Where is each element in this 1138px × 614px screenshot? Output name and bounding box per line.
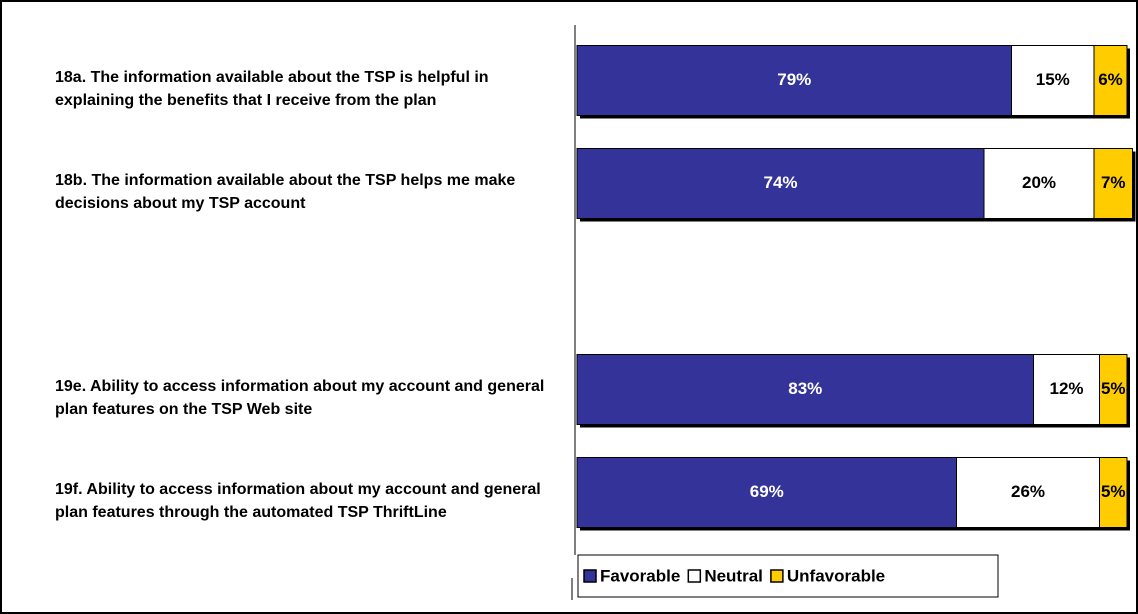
value-label: 5%: [1101, 482, 1126, 501]
value-label: 79%: [777, 70, 811, 89]
bar-segment: [576, 45, 1012, 116]
bar-segment: [576, 354, 1034, 425]
value-label: 7%: [1101, 173, 1126, 192]
legend-label: Favorable: [600, 566, 680, 585]
bar-segment: [983, 148, 1095, 219]
bar-segment: [576, 148, 985, 219]
bar-segment: [1093, 45, 1128, 116]
legend-swatch: [770, 569, 784, 583]
bar-segment: [1033, 354, 1100, 425]
category-label: 18a. The information available about the…: [55, 68, 489, 109]
bar-segment: [1099, 354, 1128, 425]
bar-segment: [956, 457, 1100, 528]
value-label: 6%: [1098, 70, 1123, 89]
legend-swatch: [687, 569, 702, 583]
bar-segment: [1099, 457, 1128, 528]
category-label: 19e. Ability to access information about…: [55, 377, 545, 418]
category-label: 18b. The information available about the…: [55, 171, 516, 212]
value-label: 5%: [1101, 379, 1126, 398]
value-label: 15%: [1036, 70, 1070, 89]
value-label: 20%: [1022, 173, 1056, 192]
value-label: 12%: [1049, 379, 1083, 398]
category-label: 19f. Ability to access information about…: [55, 480, 541, 521]
bar-segment: [1011, 45, 1095, 116]
bar-segment: [1093, 148, 1133, 219]
value-label: 74%: [763, 173, 797, 192]
value-label: 26%: [1011, 482, 1045, 501]
legend-label: Unfavorable: [787, 566, 885, 585]
value-label: 83%: [788, 379, 822, 398]
legend-swatch: [583, 569, 597, 583]
legend-label: Neutral: [704, 566, 763, 585]
legend-box: [577, 554, 999, 598]
bar-segment: [576, 457, 957, 528]
value-label: 69%: [750, 482, 784, 501]
